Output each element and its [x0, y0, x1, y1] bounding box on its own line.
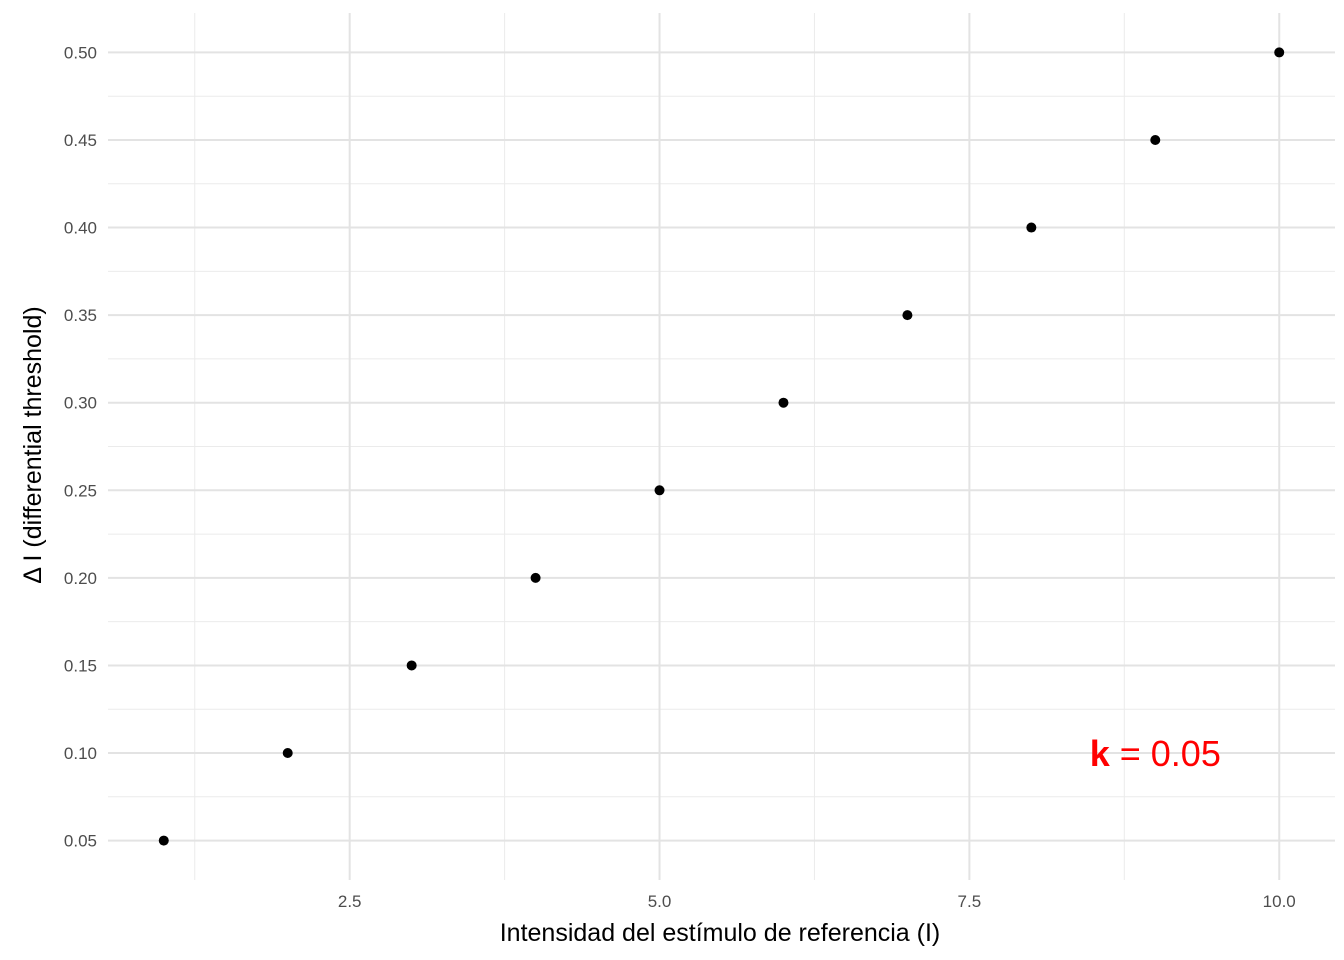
x-tick-label: 10.0 [1263, 892, 1296, 911]
y-tick-label: 0.25 [64, 481, 97, 500]
data-point [158, 835, 169, 846]
grid-major [108, 13, 1335, 880]
y-tick-label: 0.15 [64, 656, 97, 675]
data-point [282, 748, 293, 759]
data-point [902, 310, 913, 321]
y-tick-label: 0.35 [64, 306, 97, 325]
x-tick-label: 5.0 [648, 892, 672, 911]
x-axis-title: Intensidad del estímulo de referencia (I… [500, 919, 941, 947]
k-symbol: k [1090, 733, 1111, 774]
data-point [1150, 134, 1161, 145]
y-tick-labels: 0.05 0.10 0.15 0.20 0.25 0.30 0.35 0.40 0.45 0.50 [64, 43, 97, 850]
data-point [1026, 222, 1037, 233]
data-point [778, 397, 789, 408]
x-tick-labels: 2.5 5.0 7.5 10.0 [338, 892, 1296, 911]
data-point [1274, 47, 1285, 58]
y-tick-label: 0.30 [64, 394, 97, 413]
y-axis-title: Δ I (differential threshold) [19, 306, 47, 584]
y-tick-label: 0.10 [64, 744, 97, 763]
k-annotation: k = 0.05 [1090, 733, 1221, 774]
x-tick-label: 7.5 [958, 892, 982, 911]
y-tick-label: 0.20 [64, 569, 97, 588]
data-points [158, 47, 1285, 846]
x-tick-label: 2.5 [338, 892, 362, 911]
y-tick-label: 0.50 [64, 43, 97, 62]
y-tick-label: 0.05 [64, 832, 97, 851]
k-value: = 0.05 [1110, 733, 1221, 774]
y-tick-label: 0.40 [64, 219, 97, 238]
grid-minor [108, 13, 1335, 880]
y-tick-label: 0.45 [64, 131, 97, 150]
data-point [654, 485, 665, 496]
data-point [530, 572, 541, 583]
data-point [406, 660, 417, 671]
